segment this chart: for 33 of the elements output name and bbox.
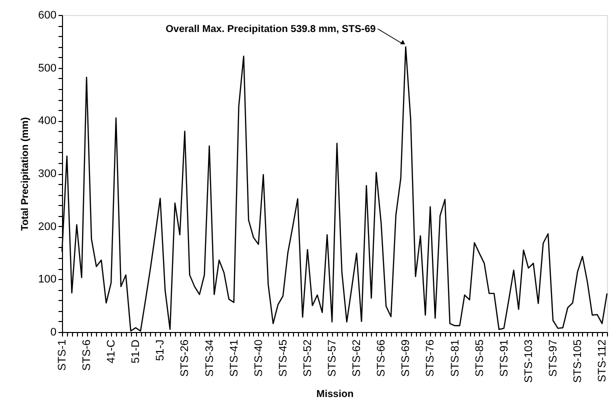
x-tick-label: STS-41 [228, 340, 240, 377]
x-tick-label: STS-26 [179, 340, 192, 377]
x-tick-label: STS-66 [376, 340, 388, 377]
x-tick-label: STS-34 [204, 340, 216, 377]
x-tick-label: STS-62 [351, 340, 364, 377]
x-tick-label: STS-105 [572, 340, 584, 383]
x-tick-label: 41-C [106, 339, 118, 364]
x-axis-title: Mission [316, 388, 354, 400]
x-tick-label: STS-69 [400, 340, 412, 377]
y-tick-label: 300 [38, 168, 56, 180]
x-tick-label: 51-D [130, 339, 142, 364]
x-tick-label: STS-6 [81, 340, 94, 371]
x-tick-label: STS-52 [302, 340, 314, 377]
x-tick-label: STS-112 [596, 340, 609, 382]
y-tick-label: 0 [50, 326, 56, 338]
x-tick-label: STS-76 [424, 340, 437, 377]
x-tick-label: STS-1 [56, 340, 68, 371]
x-tick-label: 51-J [154, 340, 167, 361]
x-tick-label: STS-81 [449, 340, 462, 377]
x-tick-label: STS-40 [252, 340, 265, 377]
x-tick-label: STS-103 [522, 340, 535, 383]
y-tick-label: 100 [38, 274, 56, 286]
y-tick-label: 600 [38, 10, 56, 22]
x-tick-label: STS-97 [547, 340, 560, 377]
y-axis-title: Total Precipitation (mm) [20, 117, 32, 231]
x-tick-label: STS-45 [277, 340, 290, 377]
annotation: Overall Max. Precipitation 539.8 mm, STS-69 [166, 24, 376, 35]
y-tick-label: 200 [38, 220, 56, 233]
x-tick-label: STS-85 [474, 340, 486, 377]
x-tick-label: STS-57 [326, 340, 339, 377]
y-tick-label: 500 [38, 62, 56, 74]
y-tick-label: 400 [38, 115, 56, 128]
x-tick-label: STS-91 [498, 340, 510, 377]
